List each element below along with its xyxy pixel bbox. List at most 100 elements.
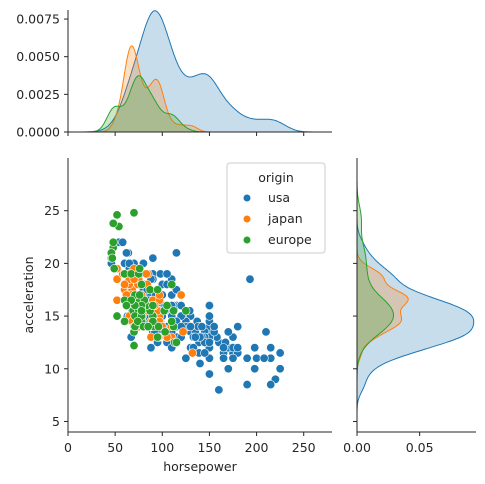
point-europe (169, 306, 179, 316)
point-usa (233, 343, 243, 353)
x-axis-label: horsepower (163, 459, 237, 474)
point-europe (126, 269, 136, 279)
point-usa (275, 348, 285, 358)
point-usa (204, 301, 214, 311)
point-usa (195, 358, 205, 368)
legend-marker-japan (243, 215, 251, 223)
right-x-tick-label: 0.00 (343, 440, 371, 455)
point-usa (228, 353, 238, 363)
point-europe (153, 285, 163, 295)
point-japan (112, 274, 122, 284)
point-europe (135, 290, 145, 300)
y-tick-label: 15 (44, 309, 60, 324)
point-usa (197, 322, 207, 332)
point-japan (176, 290, 186, 300)
point-usa (214, 385, 224, 395)
point-japan (178, 327, 188, 337)
point-europe (160, 327, 170, 337)
point-europe (148, 301, 158, 311)
point-usa (171, 248, 181, 258)
point-usa (266, 380, 276, 390)
point-europe (109, 264, 119, 274)
y-tick-label: 5 (52, 414, 60, 429)
point-usa (219, 343, 229, 353)
y-axis-label: acceleration (21, 256, 36, 333)
y-tick-label: 25 (44, 203, 60, 218)
point-usa (223, 327, 233, 337)
point-europe (129, 208, 139, 218)
point-usa (223, 364, 233, 374)
point-usa (242, 353, 252, 363)
main-y-ticks: 5 10 15 20 25 (44, 203, 68, 429)
point-japan (120, 279, 130, 289)
legend: origin usa japan europe (226, 162, 326, 254)
point-usa (245, 274, 255, 284)
point-europe (112, 210, 122, 220)
point-europe (167, 279, 177, 289)
point-europe (137, 306, 147, 316)
scatter-points (106, 208, 285, 395)
legend-marker-usa (243, 194, 251, 202)
main-x-ticks: 0 50 100 150 200 250 (64, 432, 316, 455)
top-kde-europe (90, 75, 206, 133)
right-marginal-x-ticks: 0.00 0.05 (343, 210, 434, 455)
point-usa (204, 311, 214, 321)
point-usa (261, 327, 271, 337)
x-tick-label: 250 (292, 440, 316, 455)
legend-marker-europe (243, 236, 251, 244)
point-europe (112, 311, 122, 321)
x-tick-label: 0 (64, 440, 72, 455)
point-europe (133, 316, 143, 326)
point-usa (204, 337, 214, 347)
top-marginal: 0.0000 0.0025 0.0050 0.0075 (16, 10, 332, 140)
point-europe (129, 341, 139, 351)
point-europe (153, 332, 163, 342)
legend-title: origin (258, 170, 294, 185)
point-usa (121, 248, 131, 258)
point-usa (200, 348, 210, 358)
x-tick-label: 150 (197, 440, 221, 455)
point-usa (186, 322, 196, 332)
x-tick-label: 200 (245, 440, 269, 455)
y-tick-label: 20 (44, 256, 60, 271)
main-scatter: 0 50 100 150 200 250 5 10 15 20 25 horsepower acc… (21, 158, 332, 474)
point-europe (121, 301, 131, 311)
point-europe (137, 279, 147, 289)
point-europe (108, 237, 118, 247)
point-europe (145, 285, 155, 295)
point-europe (171, 337, 181, 347)
point-japan (112, 295, 122, 305)
point-europe (154, 322, 164, 332)
top-y-tick-label: 0.0075 (16, 12, 60, 27)
point-usa (148, 253, 158, 263)
point-usa (146, 343, 156, 353)
legend-frame (226, 162, 326, 254)
right-x-tick-label: 0.05 (406, 440, 434, 455)
x-tick-label: 100 (150, 440, 174, 455)
legend-label-japan: japan (267, 211, 303, 226)
right-kde-usa (356, 218, 475, 414)
point-usa (250, 364, 260, 374)
top-kde-usa (80, 10, 312, 133)
top-y-tick-label: 0.0025 (16, 87, 60, 102)
point-usa (118, 237, 128, 247)
point-usa (233, 322, 243, 332)
point-europe (143, 322, 153, 332)
top-y-tick-label: 0.0000 (16, 125, 60, 140)
point-usa (219, 353, 229, 363)
point-usa (209, 322, 219, 332)
point-usa (259, 353, 269, 363)
x-tick-label: 50 (107, 440, 123, 455)
top-y-tick-label: 0.0050 (16, 49, 60, 64)
point-usa (275, 364, 285, 374)
top-marginal-y-ticks: 0.0000 0.0025 0.0050 0.0075 (16, 12, 305, 140)
point-usa (252, 353, 262, 363)
point-europe (107, 253, 117, 263)
point-europe (108, 218, 118, 228)
legend-label-usa: usa (268, 190, 290, 205)
y-tick-label: 10 (44, 361, 60, 376)
point-usa (162, 269, 172, 279)
point-europe (120, 316, 130, 326)
point-usa (204, 369, 214, 379)
